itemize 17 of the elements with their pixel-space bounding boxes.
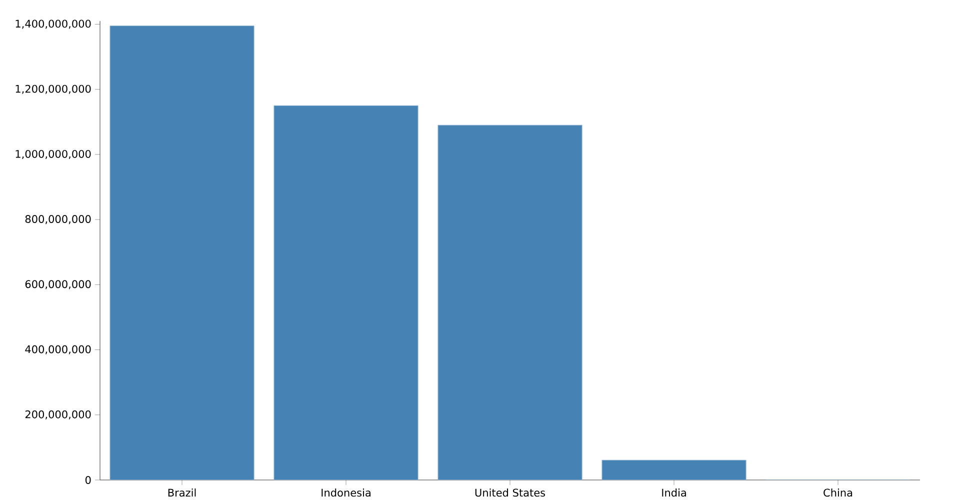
bar xyxy=(438,124,582,480)
y-tick-label: 1,000,000,000 xyxy=(16,150,91,159)
y-tick-label: 800,000,000 xyxy=(25,215,91,224)
x-tick-label: United States xyxy=(475,488,546,497)
x-tick-label: China xyxy=(824,488,852,497)
y-tick-label: 1,400,000,000 xyxy=(16,20,91,29)
bar xyxy=(602,460,746,480)
y-tick-label: 600,000,000 xyxy=(25,280,91,290)
x-tick-label: Indonesia xyxy=(322,488,370,497)
y-tick-label: 1,200,000,000 xyxy=(16,84,91,94)
y-tick-label: 400,000,000 xyxy=(25,345,91,354)
x-tick-label: Brazil xyxy=(168,488,196,497)
y-tick-label: 0 xyxy=(85,476,91,484)
x-tick-label: India xyxy=(662,488,686,497)
bar xyxy=(110,26,254,480)
y-tick-label: 200,000,000 xyxy=(25,410,91,420)
bar xyxy=(274,105,418,480)
